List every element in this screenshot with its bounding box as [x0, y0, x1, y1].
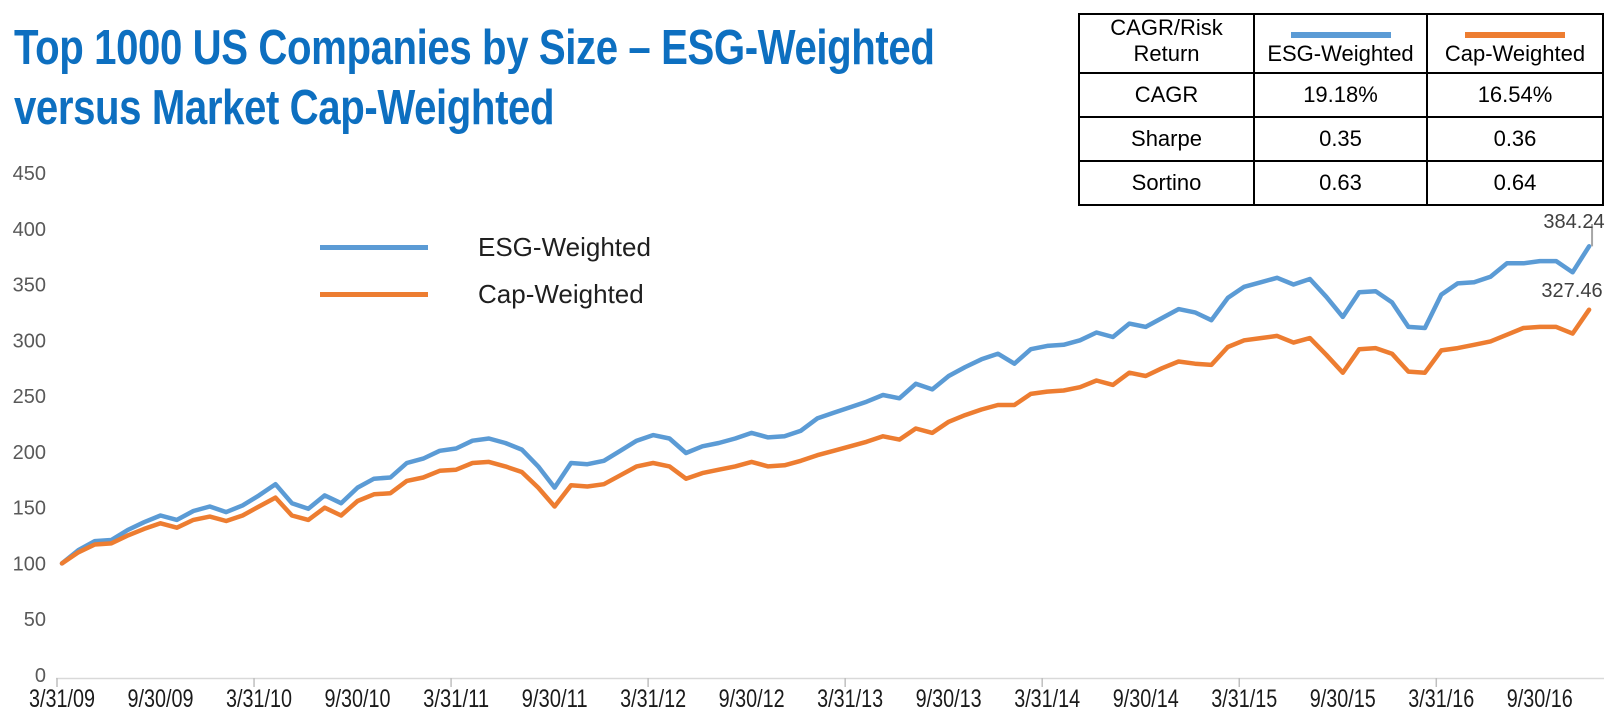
cagr-row-label: CAGR	[1078, 72, 1255, 118]
svg-text:9/30/13: 9/30/13	[916, 685, 982, 713]
svg-text:3/31/10: 3/31/10	[226, 685, 292, 713]
esg-color-bar	[1290, 32, 1391, 38]
svg-text:9/30/16: 9/30/16	[1507, 685, 1573, 713]
svg-text:200: 200	[13, 442, 46, 464]
svg-text:9/30/12: 9/30/12	[719, 685, 785, 713]
svg-text:9/30/09: 9/30/09	[128, 685, 194, 713]
svg-text:300: 300	[13, 330, 46, 352]
legend-item-cap: Cap-Weighted	[320, 271, 651, 318]
cap-end-value-label: 327.46	[1541, 280, 1603, 302]
svg-text:3/31/16: 3/31/16	[1408, 685, 1474, 713]
svg-text:100: 100	[13, 553, 46, 575]
legend-item-esg: ESG-Weighted	[320, 224, 651, 271]
sharpe-esg-value: 0.35	[1253, 116, 1428, 162]
svg-text:3/31/14: 3/31/14	[1014, 685, 1080, 713]
table-row-cagr: CAGR 19.18% 16.54%	[1078, 72, 1604, 118]
sharpe-cap-value: 0.36	[1426, 116, 1604, 162]
esg-line-swatch	[320, 245, 428, 250]
cap-line-swatch	[320, 292, 428, 297]
svg-text:9/30/11: 9/30/11	[522, 685, 588, 713]
page-title-line1: Top 1000 US Companies by Size – ESG-Weig…	[14, 21, 935, 75]
legend-label-cap: Cap-Weighted	[478, 279, 644, 309]
sharpe-row-label: Sharpe	[1078, 116, 1255, 162]
svg-text:50: 50	[24, 609, 46, 631]
chart-legend: ESG-Weighted Cap-Weighted	[320, 224, 651, 318]
table-header-cap: Cap-Weighted	[1426, 13, 1604, 74]
table-header-cap-label: Cap-Weighted	[1444, 41, 1586, 66]
svg-text:400: 400	[13, 219, 46, 241]
table-header-esg: ESG-Weighted	[1253, 13, 1428, 74]
table-header-esg-label: ESG-Weighted	[1267, 41, 1414, 66]
svg-text:350: 350	[13, 275, 46, 297]
esg-end-value-label: 384.24	[1543, 211, 1605, 233]
table-header-metric: CAGR/Risk Return	[1078, 13, 1255, 74]
cap-color-bar	[1465, 32, 1565, 38]
svg-text:450: 450	[13, 163, 46, 185]
page-title: Top 1000 US Companies by Size – ESG-Weig…	[14, 18, 935, 138]
cagr-esg-value: 19.18%	[1253, 72, 1428, 118]
svg-text:3/31/11: 3/31/11	[423, 685, 489, 713]
svg-text:3/31/15: 3/31/15	[1211, 685, 1277, 713]
svg-text:3/31/09: 3/31/09	[29, 685, 95, 713]
sortino-row-label: Sortino	[1078, 160, 1255, 206]
sortino-cap-value: 0.64	[1426, 160, 1604, 206]
cagr-cap-value: 16.54%	[1426, 72, 1604, 118]
svg-text:9/30/14: 9/30/14	[1113, 685, 1179, 713]
table-header-row: CAGR/Risk Return ESG-Weighted Cap-Weight…	[1078, 13, 1604, 74]
table-row-sortino: Sortino 0.63 0.64	[1078, 160, 1604, 206]
table-row-sharpe: Sharpe 0.35 0.36	[1078, 116, 1604, 162]
page-title-line2: versus Market Cap-Weighted	[14, 81, 555, 135]
svg-text:9/30/10: 9/30/10	[325, 685, 391, 713]
legend-label-esg: ESG-Weighted	[478, 232, 651, 262]
svg-text:150: 150	[13, 498, 46, 520]
risk-return-table: CAGR/Risk Return ESG-Weighted Cap-Weight…	[1078, 13, 1604, 206]
svg-text:3/31/13: 3/31/13	[817, 685, 883, 713]
sortino-esg-value: 0.63	[1253, 160, 1428, 206]
svg-text:3/31/12: 3/31/12	[620, 685, 686, 713]
svg-text:9/30/15: 9/30/15	[1310, 685, 1376, 713]
svg-text:250: 250	[13, 386, 46, 408]
svg-text:0: 0	[35, 665, 46, 687]
